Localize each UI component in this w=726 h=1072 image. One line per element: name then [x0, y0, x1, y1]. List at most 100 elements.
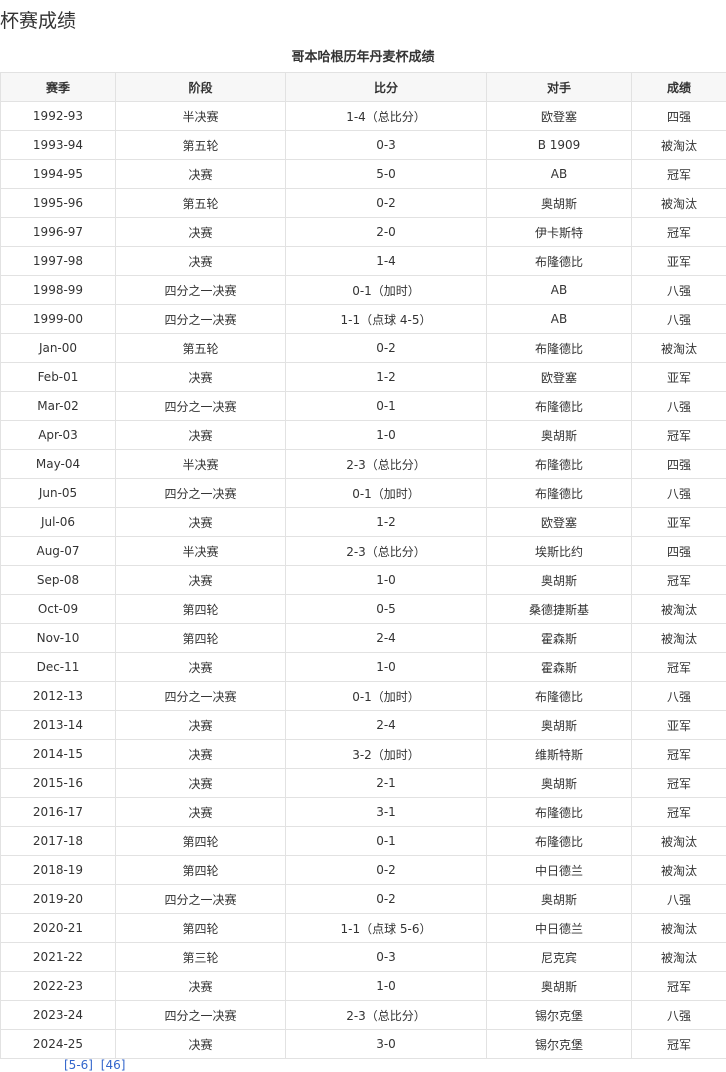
cell-opponent: 维斯特斯 — [487, 740, 632, 769]
cell-score: 2-0 — [286, 218, 487, 247]
cell-season: 1993-94 — [1, 131, 116, 160]
cell-stage: 第四轮 — [116, 595, 286, 624]
cell-result: 冠军 — [632, 160, 726, 189]
cell-result: 八强 — [632, 305, 726, 334]
reference-link[interactable]: [5-6] — [64, 1058, 93, 1072]
cell-score: 2-3（总比分） — [286, 537, 487, 566]
cell-stage: 四分之一决赛 — [116, 1001, 286, 1030]
cell-season: 2021-22 — [1, 943, 116, 972]
cell-stage: 四分之一决赛 — [116, 682, 286, 711]
cell-result: 被淘汰 — [632, 595, 726, 624]
cell-season: Jun-05 — [1, 479, 116, 508]
cell-score: 3-0 — [286, 1030, 487, 1059]
cell-result: 冠军 — [632, 653, 726, 682]
cell-season: 1998-99 — [1, 276, 116, 305]
cell-stage: 第四轮 — [116, 856, 286, 885]
header-opponent: 对手 — [487, 73, 632, 102]
cell-opponent: AB — [487, 305, 632, 334]
cell-opponent: 布隆德比 — [487, 247, 632, 276]
cell-stage: 四分之一决赛 — [116, 305, 286, 334]
cell-result: 八强 — [632, 392, 726, 421]
cell-opponent: AB — [487, 160, 632, 189]
cell-result: 冠军 — [632, 740, 726, 769]
cell-result: 八强 — [632, 276, 726, 305]
cell-result: 冠军 — [632, 421, 726, 450]
cell-result: 八强 — [632, 682, 726, 711]
cell-score: 1-0 — [286, 421, 487, 450]
cell-result: 被淘汰 — [632, 856, 726, 885]
cell-opponent: 欧登塞 — [487, 102, 632, 131]
cell-opponent: 埃斯比约 — [487, 537, 632, 566]
cell-season: 2020-21 — [1, 914, 116, 943]
cell-season: Sep-08 — [1, 566, 116, 595]
header-stage: 阶段 — [116, 73, 286, 102]
cell-season: 2012-13 — [1, 682, 116, 711]
cell-score: 1-1（点球 5-6） — [286, 914, 487, 943]
cell-score: 0-1（加时） — [286, 276, 487, 305]
cell-season: 2022-23 — [1, 972, 116, 1001]
cell-season: Aug-07 — [1, 537, 116, 566]
cell-score: 3-1 — [286, 798, 487, 827]
cell-stage: 第五轮 — [116, 334, 286, 363]
cell-stage: 决赛 — [116, 421, 286, 450]
cell-score: 0-5 — [286, 595, 487, 624]
cell-result: 亚军 — [632, 508, 726, 537]
cell-score: 0-3 — [286, 131, 487, 160]
header-season: 赛季 — [1, 73, 116, 102]
cell-score: 0-1 — [286, 827, 487, 856]
cell-stage: 决赛 — [116, 508, 286, 537]
cell-opponent: 尼克宾 — [487, 943, 632, 972]
cell-season: Apr-03 — [1, 421, 116, 450]
reference-link[interactable]: [46] — [101, 1058, 126, 1072]
cell-result: 八强 — [632, 885, 726, 914]
cell-opponent: 锡尔克堡 — [487, 1001, 632, 1030]
cell-opponent: 欧登塞 — [487, 363, 632, 392]
cell-result: 被淘汰 — [632, 827, 726, 856]
cell-stage: 第四轮 — [116, 624, 286, 653]
cell-result: 冠军 — [632, 566, 726, 595]
cell-season: 2016-17 — [1, 798, 116, 827]
cell-opponent: 布隆德比 — [487, 682, 632, 711]
cell-score: 1-4（总比分） — [286, 102, 487, 131]
cell-score: 1-0 — [286, 972, 487, 1001]
cell-score: 0-1 — [286, 392, 487, 421]
cell-score: 0-2 — [286, 334, 487, 363]
cell-season: 2017-18 — [1, 827, 116, 856]
cell-season: 2013-14 — [1, 711, 116, 740]
cell-result: 冠军 — [632, 1030, 726, 1059]
cell-stage: 决赛 — [116, 711, 286, 740]
cell-opponent: B 1909 — [487, 131, 632, 160]
cell-season: 2019-20 — [1, 885, 116, 914]
cell-score: 0-1（加时） — [286, 682, 487, 711]
cell-score: 0-2 — [286, 856, 487, 885]
cell-stage: 决赛 — [116, 769, 286, 798]
cell-opponent: 奥胡斯 — [487, 972, 632, 1001]
footnote: [5-6] [46] — [0, 1058, 125, 1072]
cell-score: 0-3 — [286, 943, 487, 972]
cell-opponent: 霍森斯 — [487, 653, 632, 682]
cell-stage: 决赛 — [116, 798, 286, 827]
cell-score: 1-4 — [286, 247, 487, 276]
cell-opponent: 欧登塞 — [487, 508, 632, 537]
